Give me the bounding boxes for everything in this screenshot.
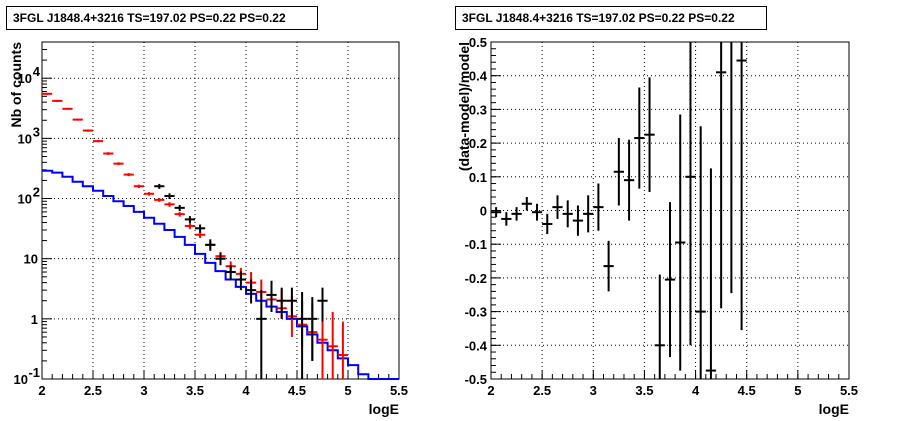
left-x-tick-label: 3.5 — [186, 383, 204, 398]
right-y-tick-label: -0.3 — [465, 305, 487, 320]
right-y-tick-label: 0.2 — [469, 136, 487, 151]
chart-title-right: 3FGL J1848.4+3216 TS=197.02 PS=0.22 PS=0… — [455, 6, 767, 30]
right-y-tick-label: 0.1 — [469, 170, 487, 185]
left-y-tick-exponent: -1 — [28, 365, 40, 380]
left-y-tick-label: 10 — [18, 131, 32, 146]
right-y-tick-label: 0.4 — [469, 69, 488, 84]
right-x-tick-label: 5 — [794, 383, 801, 398]
left-y-tick-label: 1 — [31, 312, 38, 327]
right-plot: 2 2.5 3 3.5 4 4.5 5 5.5 -0.5 -0.4 -0.3 -0.2 -0.1 0 0.1… — [456, 35, 858, 417]
left-x-tick-label: 4.5 — [288, 383, 306, 398]
right-x-tick-label: 4.5 — [738, 383, 756, 398]
right-x-tick-label: 2.5 — [533, 383, 551, 398]
left-plot-frame — [41, 41, 400, 380]
left-y-tick-label: 10 — [18, 71, 32, 86]
left-y-tick-exponent: 2 — [33, 185, 40, 200]
right-y-tick-label: -0.4 — [465, 338, 488, 353]
right-y-axis-label: (data-model)/model — [456, 42, 472, 171]
right-x-tick-label: 2 — [487, 383, 494, 398]
left-x-tick-label: 4 — [242, 383, 250, 398]
left-x-tick-label: 2.5 — [84, 383, 102, 398]
right-y-tick-label: -0.1 — [465, 237, 487, 252]
right-y-tick-label: -0.2 — [465, 271, 487, 286]
left-x-tick-label: 3 — [140, 383, 147, 398]
right-x-tick-label: 5.5 — [840, 383, 858, 398]
right-y-tick-label: -0.5 — [465, 372, 487, 387]
left-y-tick-label: 10 — [24, 252, 38, 267]
left-x-axis-label: logE — [369, 401, 399, 417]
left-y-tick-exponent: 3 — [33, 124, 40, 139]
right-x-axis-label: logE — [819, 401, 849, 417]
left-x-tick-label: 5.5 — [390, 383, 408, 398]
left-y-tick-label: 10 — [18, 192, 32, 207]
left-x-tick-label: 2 — [38, 383, 45, 398]
left-y-tick-label: 10 — [14, 372, 28, 387]
chart-title-left: 3FGL J1848.4+3216 TS=197.02 PS=0.22 PS=0… — [6, 6, 318, 30]
left-x-tick-label: 5 — [344, 383, 351, 398]
model-histogram — [42, 169, 399, 380]
left-y-tick-exponent: 4 — [33, 64, 41, 79]
right-x-tick-label: 3.5 — [635, 383, 653, 398]
right-y-tick-label: 0.3 — [469, 102, 487, 117]
right-y-tick-label: 0.5 — [469, 35, 487, 50]
right-y-tick-label: 0 — [480, 204, 487, 219]
right-x-tick-label: 4 — [692, 383, 700, 398]
left-y-axis-label: Nb of counts — [8, 42, 24, 128]
right-x-tick-label: 3 — [590, 383, 597, 398]
